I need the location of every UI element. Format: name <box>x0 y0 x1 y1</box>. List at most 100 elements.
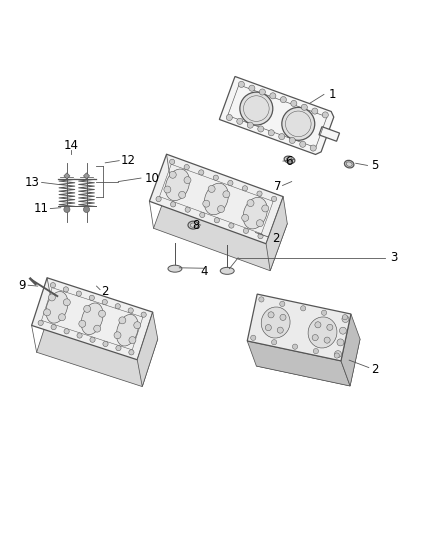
Circle shape <box>229 223 234 228</box>
Circle shape <box>300 141 306 147</box>
Circle shape <box>115 304 120 309</box>
Circle shape <box>271 340 277 345</box>
Ellipse shape <box>261 307 290 338</box>
Circle shape <box>337 339 344 346</box>
Circle shape <box>257 220 264 227</box>
Polygon shape <box>247 294 351 361</box>
Circle shape <box>129 337 136 344</box>
Circle shape <box>342 316 349 322</box>
Circle shape <box>218 206 225 213</box>
Circle shape <box>114 332 121 339</box>
Circle shape <box>200 212 205 217</box>
Circle shape <box>63 287 69 292</box>
Circle shape <box>310 145 316 151</box>
Ellipse shape <box>117 314 138 346</box>
Circle shape <box>334 353 340 358</box>
Circle shape <box>83 305 90 312</box>
Ellipse shape <box>165 169 190 200</box>
Circle shape <box>64 206 70 213</box>
Ellipse shape <box>243 197 267 229</box>
Ellipse shape <box>168 265 182 272</box>
Circle shape <box>313 349 319 354</box>
Circle shape <box>184 165 189 169</box>
Circle shape <box>322 112 328 118</box>
Text: 10: 10 <box>145 172 160 184</box>
Ellipse shape <box>81 303 103 335</box>
Circle shape <box>258 126 264 132</box>
Circle shape <box>324 337 330 343</box>
Text: 4: 4 <box>201 265 208 278</box>
Text: 11: 11 <box>33 202 48 215</box>
Circle shape <box>301 306 306 311</box>
Circle shape <box>237 118 243 124</box>
Text: 2: 2 <box>371 364 378 376</box>
Circle shape <box>83 206 90 213</box>
Circle shape <box>94 325 101 332</box>
Circle shape <box>340 327 347 334</box>
Circle shape <box>103 341 108 346</box>
Polygon shape <box>64 173 70 179</box>
Circle shape <box>228 180 233 185</box>
Circle shape <box>280 301 285 306</box>
Circle shape <box>64 329 69 334</box>
Circle shape <box>257 191 262 196</box>
Circle shape <box>259 297 264 302</box>
Circle shape <box>141 312 146 317</box>
Circle shape <box>208 185 215 192</box>
Circle shape <box>289 138 295 143</box>
Circle shape <box>116 345 121 351</box>
Polygon shape <box>266 197 287 271</box>
Polygon shape <box>247 341 350 386</box>
Ellipse shape <box>46 292 68 323</box>
Circle shape <box>251 335 256 341</box>
Circle shape <box>129 350 134 355</box>
Ellipse shape <box>284 156 295 164</box>
Circle shape <box>280 96 286 103</box>
Circle shape <box>259 89 265 95</box>
Circle shape <box>128 308 133 313</box>
Circle shape <box>50 282 55 288</box>
Text: 6: 6 <box>285 155 293 167</box>
Polygon shape <box>219 76 334 155</box>
Polygon shape <box>341 314 360 386</box>
Text: 3: 3 <box>390 251 397 264</box>
Circle shape <box>291 100 297 107</box>
Ellipse shape <box>188 221 198 229</box>
Polygon shape <box>37 305 158 386</box>
Ellipse shape <box>220 268 234 274</box>
Circle shape <box>265 325 271 330</box>
Text: 12: 12 <box>120 154 135 167</box>
Circle shape <box>49 294 55 301</box>
Circle shape <box>327 324 333 330</box>
Circle shape <box>213 175 218 180</box>
Circle shape <box>59 314 66 321</box>
Circle shape <box>243 185 247 191</box>
Circle shape <box>334 351 341 358</box>
Circle shape <box>279 134 285 140</box>
Circle shape <box>268 312 274 318</box>
Circle shape <box>271 196 277 201</box>
Circle shape <box>247 199 254 207</box>
Circle shape <box>301 104 307 110</box>
Polygon shape <box>149 154 283 244</box>
Circle shape <box>76 291 81 296</box>
Circle shape <box>38 320 43 326</box>
Ellipse shape <box>308 317 337 348</box>
Circle shape <box>282 107 315 140</box>
Circle shape <box>89 295 94 301</box>
Circle shape <box>63 299 70 306</box>
Polygon shape <box>83 173 90 179</box>
Circle shape <box>119 317 126 324</box>
Circle shape <box>242 214 249 221</box>
Circle shape <box>164 186 171 193</box>
Text: 2: 2 <box>101 285 109 298</box>
Circle shape <box>102 300 108 305</box>
Circle shape <box>312 108 318 114</box>
Polygon shape <box>31 278 153 360</box>
Circle shape <box>184 176 191 184</box>
Circle shape <box>77 333 82 338</box>
Circle shape <box>280 314 286 320</box>
Circle shape <box>240 92 273 125</box>
Polygon shape <box>319 127 340 141</box>
Text: 2: 2 <box>272 232 280 245</box>
